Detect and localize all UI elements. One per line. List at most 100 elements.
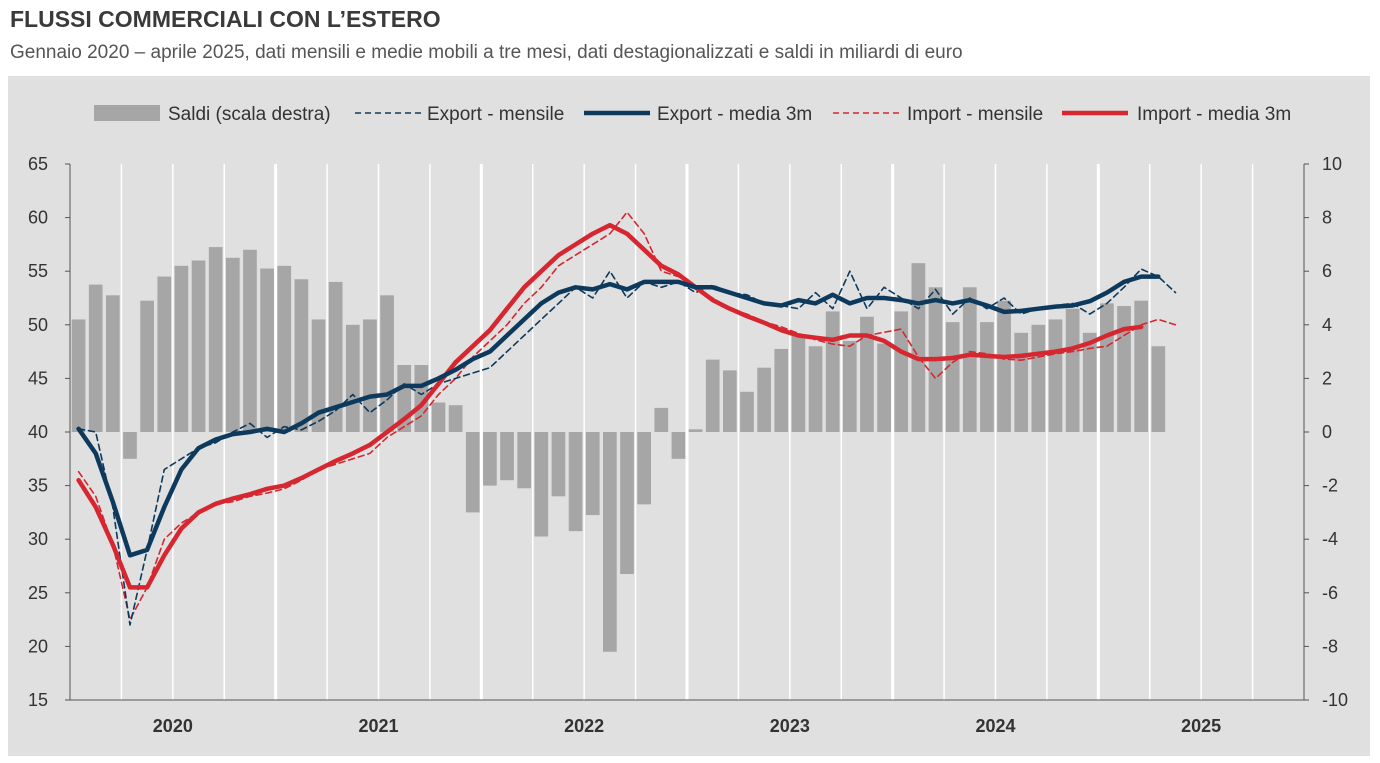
y-left-tick-label: 40 xyxy=(28,422,48,442)
saldi-bar xyxy=(1082,332,1097,432)
saldi-bar xyxy=(243,249,257,432)
saldi-bar xyxy=(808,346,823,432)
saldi-bar xyxy=(534,432,549,537)
y-right-tick-label: 4 xyxy=(1322,315,1332,335)
y-left-tick-label: 15 xyxy=(28,690,48,710)
saldi-bar xyxy=(774,348,789,432)
saldi-bar xyxy=(260,268,274,432)
saldi-bar xyxy=(1065,308,1080,432)
saldi-bar xyxy=(157,276,172,432)
saldi-bar xyxy=(945,322,960,432)
saldi-bar xyxy=(962,287,977,432)
x-tick-label-year: 2023 xyxy=(770,716,810,736)
saldi-bar xyxy=(980,322,994,432)
saldi-bar xyxy=(208,247,223,432)
saldi-bar xyxy=(705,359,720,432)
saldi-bar xyxy=(277,265,292,432)
y-left-tick-label: 30 xyxy=(28,529,48,549)
x-tick-label-year: 2020 xyxy=(153,716,193,736)
saldi-bar xyxy=(345,324,360,432)
saldi-bar xyxy=(225,257,240,432)
y-right-tick-label: -2 xyxy=(1322,476,1338,496)
chart-subtitle: Gennaio 2020 – aprile 2025, dati mensili… xyxy=(10,42,963,63)
y-right-tick-label: -4 xyxy=(1322,529,1338,549)
saldi-bar xyxy=(294,279,309,432)
saldi-bar xyxy=(363,319,377,432)
x-tick-label-year: 2022 xyxy=(564,716,604,736)
chart-title: FLUSSI COMMERCIALI CON L’ESTERO xyxy=(10,6,441,32)
y-left-tick-label: 45 xyxy=(28,368,48,388)
saldi-bar xyxy=(722,370,737,432)
saldi-bar xyxy=(568,432,583,532)
saldi-bar xyxy=(603,432,617,652)
saldi-bar xyxy=(740,391,754,432)
y-right-tick-label: -10 xyxy=(1322,690,1348,710)
saldi-bar xyxy=(585,432,600,516)
saldi-bar xyxy=(860,316,874,432)
saldi-bar xyxy=(911,263,926,432)
x-tick-label-year: 2024 xyxy=(975,716,1015,736)
saldi-bar xyxy=(140,300,154,432)
saldi-bar xyxy=(465,432,480,513)
series-line-export-media-3m xyxy=(76,274,1161,558)
saldi-bar xyxy=(517,432,532,489)
saldi-bar xyxy=(997,300,1011,432)
saldi-bar xyxy=(1100,303,1114,432)
x-tick-label-year: 2021 xyxy=(358,716,398,736)
axes: 65605550454035302520151086420-2-4-6-8-10… xyxy=(28,154,1348,736)
saldi-bar xyxy=(1134,300,1149,432)
saldi-bar xyxy=(688,429,703,432)
saldi-bar xyxy=(757,367,771,432)
series-line-export-mensile xyxy=(77,268,1177,626)
y-left-tick-label: 20 xyxy=(28,636,48,656)
saldi-bar xyxy=(551,432,566,497)
saldi-bar xyxy=(483,432,497,486)
y-right-tick-label: -6 xyxy=(1322,583,1338,603)
legend: Saldi (scala destra) Export - mensile Expo… xyxy=(94,104,1291,125)
x-tick-label-year: 2025 xyxy=(1181,716,1221,736)
legend-label: Saldi (scala destra) xyxy=(168,104,331,125)
saldi-bar xyxy=(328,281,343,432)
y-right-tick-label: -8 xyxy=(1322,636,1338,656)
saldi-bar xyxy=(825,311,840,432)
saldi-bar xyxy=(791,335,806,432)
saldi-bar xyxy=(191,260,206,432)
legend-label: Import - mensile xyxy=(907,104,1043,125)
saldi-bar xyxy=(71,319,86,432)
y-left-tick-label: 50 xyxy=(28,315,48,335)
saldi-bar xyxy=(1048,319,1063,432)
legend-label: Import - media 3m xyxy=(1137,104,1291,125)
saldi-bar xyxy=(105,295,120,432)
legend-label: Export - media 3m xyxy=(657,104,812,125)
y-left-tick-label: 55 xyxy=(28,261,48,281)
y-left-tick-label: 25 xyxy=(28,583,48,603)
y-right-tick-label: 8 xyxy=(1322,208,1332,228)
y-right-tick-label: 0 xyxy=(1322,422,1332,442)
saldi-bar xyxy=(431,402,446,432)
saldi-bar xyxy=(88,284,103,432)
saldi-bar xyxy=(877,343,891,432)
saldi-bar xyxy=(500,432,514,481)
saldi-bar xyxy=(1014,332,1029,432)
saldi-bar xyxy=(311,319,326,432)
series-lines xyxy=(76,211,1177,626)
saldi-bar xyxy=(380,295,394,432)
saldi-bar xyxy=(1117,306,1131,432)
y-left-tick-label: 35 xyxy=(28,476,48,496)
y-left-tick-label: 60 xyxy=(28,208,48,228)
y-right-tick-label: 10 xyxy=(1322,154,1342,174)
saldi-bar xyxy=(448,405,463,432)
saldi-bar xyxy=(654,407,669,432)
saldi-bar xyxy=(620,432,634,575)
y-right-tick-label: 2 xyxy=(1322,368,1332,388)
y-right-tick-label: 6 xyxy=(1322,261,1332,281)
saldi-bar xyxy=(174,265,189,432)
legend-label: Export - mensile xyxy=(427,104,564,125)
saldi-bar xyxy=(671,432,686,459)
saldi-bar xyxy=(894,311,909,432)
saldi-bar xyxy=(123,432,137,459)
saldi-bar xyxy=(1031,324,1046,432)
saldi-bar xyxy=(1151,346,1166,432)
saldi-bar xyxy=(414,365,429,432)
